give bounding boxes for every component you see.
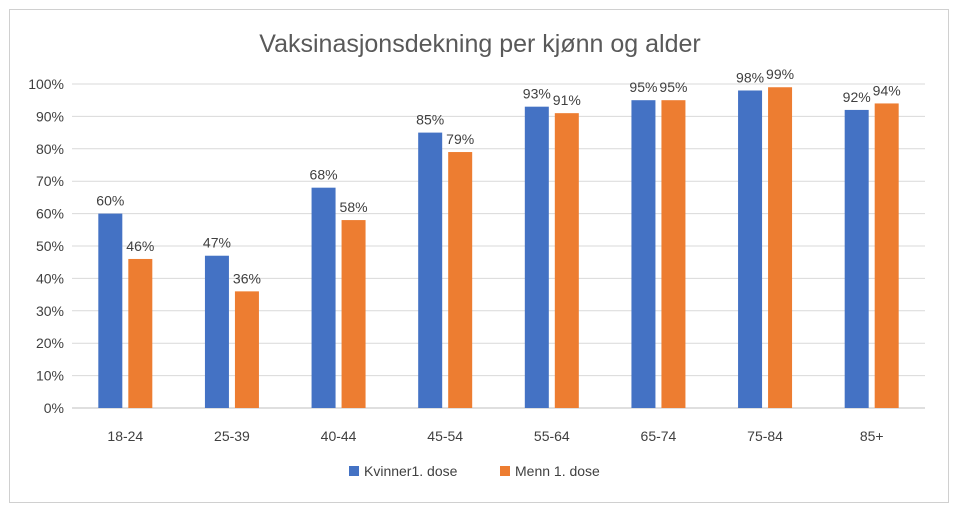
bar-kvinner [311, 187, 336, 408]
data-label: 46% [126, 238, 154, 254]
y-tick-label: 70% [36, 173, 64, 189]
legend-swatch [349, 466, 359, 476]
bar-menn [768, 87, 793, 409]
y-tick-label: 60% [36, 206, 64, 222]
data-label: 93% [523, 86, 551, 102]
data-label: 79% [446, 131, 474, 147]
x-tick-label: 40-44 [321, 428, 357, 444]
data-label: 85% [416, 112, 444, 128]
data-label: 98% [736, 69, 764, 85]
data-label: 91% [553, 92, 581, 108]
bar-menn [554, 113, 579, 408]
y-tick-label: 30% [36, 303, 64, 319]
data-label: 99% [766, 66, 794, 82]
bar-kvinner [98, 213, 123, 408]
data-labels: 60%46% 47%36%68%58%85%79%93% 91%95% 95%98% 9… [96, 66, 900, 286]
legend: Kvinner1. dose Menn 1. dose [349, 463, 600, 479]
y-tick-label: 0% [44, 400, 64, 416]
bar-kvinner [524, 106, 549, 409]
bar-menn [874, 103, 899, 408]
y-tick-label: 40% [36, 270, 64, 286]
legend-swatch [500, 466, 510, 476]
x-axis-ticks: 18-24 25-39 40-44 45-54 55-64 65-74 75-84 85+ [107, 428, 883, 444]
bars [98, 87, 899, 409]
bar-menn [448, 152, 473, 408]
data-label: 92% [843, 89, 871, 105]
x-tick-label: 45-54 [427, 428, 463, 444]
data-label: 60% [96, 193, 124, 209]
chart-title: Vaksinasjonsdekning per kjønn og alder [259, 30, 700, 58]
data-label: 95% [629, 79, 657, 95]
x-tick-label: 25-39 [214, 428, 250, 444]
y-tick-label: 100% [28, 76, 64, 92]
x-tick-label: 18-24 [107, 428, 143, 444]
bar-menn [128, 258, 153, 408]
chart-frame [9, 9, 949, 503]
bar-kvinner [204, 255, 229, 408]
y-tick-label: 80% [36, 141, 64, 157]
y-tick-label: 10% [36, 368, 64, 384]
bar-menn [234, 291, 259, 408]
bar-kvinner [844, 109, 869, 409]
legend-label: Menn 1. dose [515, 463, 600, 479]
gridlines [72, 83, 925, 409]
x-tick-label: 65-74 [641, 428, 677, 444]
bar-kvinner [738, 90, 763, 408]
legend-label: Kvinner1. dose [364, 463, 458, 479]
bar-kvinner [418, 132, 443, 408]
x-tick-label: 85+ [860, 428, 884, 444]
y-tick-label: 90% [36, 108, 64, 124]
bar-menn [341, 220, 366, 408]
x-tick-label: 75-84 [747, 428, 783, 444]
data-label: 94% [873, 82, 901, 98]
bar-menn [661, 100, 686, 408]
bar-kvinner [631, 100, 656, 408]
data-label: 58% [340, 199, 368, 215]
data-label: 36% [233, 270, 261, 286]
data-label: 68% [310, 167, 338, 183]
data-label: 47% [203, 235, 231, 251]
y-tick-label: 20% [36, 335, 64, 351]
x-tick-label: 55-64 [534, 428, 570, 444]
y-axis-ticks: 0% 10% 20% 30% 40% 50% 60% 70% 80% 90% 100% [28, 76, 64, 416]
y-tick-label: 50% [36, 238, 64, 254]
data-label: 95% [659, 79, 687, 95]
